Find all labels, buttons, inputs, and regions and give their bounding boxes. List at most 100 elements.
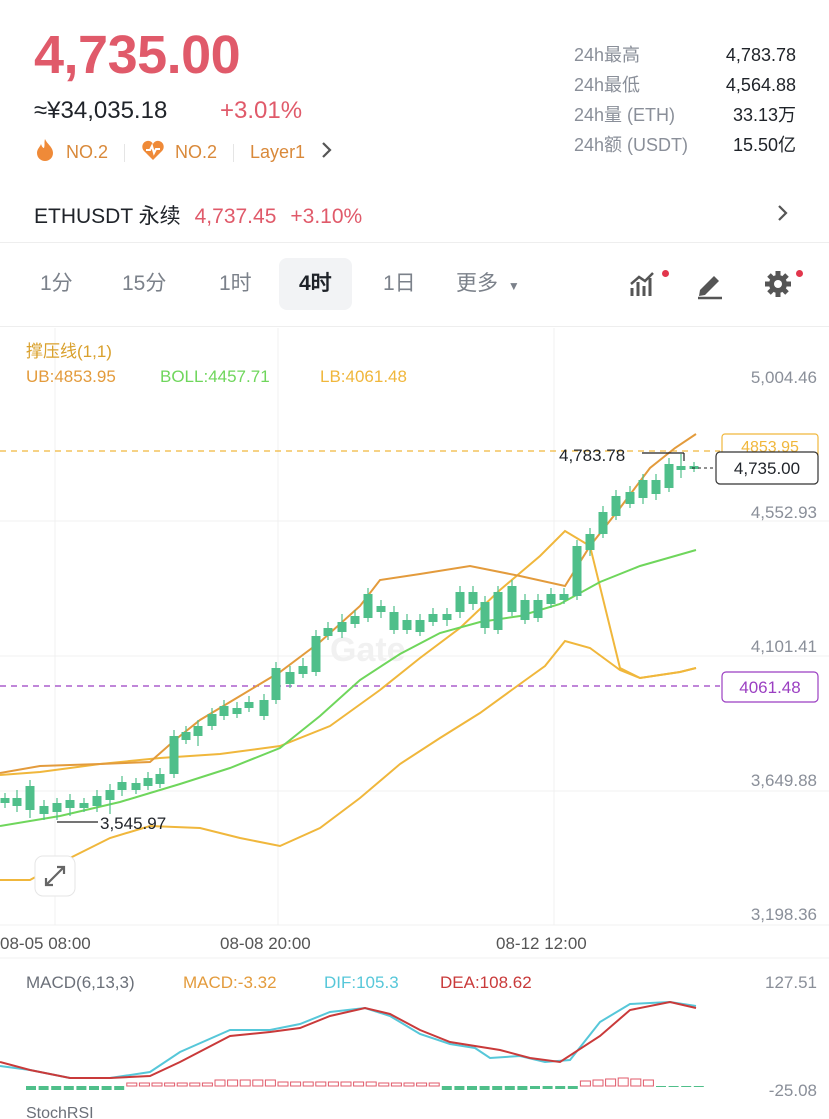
macd-bar <box>264 1079 276 1087</box>
price-axis-label: 3,198.36 <box>751 905 817 924</box>
high-label: 4,783.78 <box>559 446 625 465</box>
candle-body <box>638 480 648 498</box>
kline-chart[interactable]: 撑压线(1,1) UB:4853.95 BOLL:4457.71 LB:4061… <box>0 328 829 1119</box>
timeframe-1d[interactable]: 1日 <box>383 272 416 295</box>
dea-value: DEA:108.62 <box>440 973 532 992</box>
candle-body <box>402 620 412 630</box>
indicator-name: 撑压线(1,1) <box>26 342 112 361</box>
macd-bar <box>101 1086 112 1090</box>
macd-histogram <box>26 1077 704 1090</box>
candle-body <box>428 614 438 622</box>
candle-body <box>219 706 229 716</box>
candle-body <box>507 586 517 612</box>
timeframe-1m[interactable]: 1分 <box>40 272 73 295</box>
indicator-icon[interactable] <box>628 268 669 304</box>
stochrsi-label-partial: StochRSI <box>26 1105 94 1118</box>
timeframe-more[interactable]: 更多 ▼ <box>436 258 520 310</box>
macd-bar <box>365 1081 377 1087</box>
candle-body <box>323 628 333 636</box>
macd-bar <box>479 1086 490 1090</box>
chevron-right-icon[interactable] <box>321 141 333 165</box>
macd-bar <box>555 1086 566 1089</box>
price-axis: 5,004.46 4,552.93 4,101.41 3,649.88 3,19… <box>751 368 817 924</box>
price-axis-label: 4,552.93 <box>751 503 817 522</box>
tag-row[interactable]: NO.2 NO.2 Layer1 <box>34 138 333 167</box>
rank-tag-fav[interactable]: NO.2 <box>141 139 217 166</box>
stat-value: 15.50亿 <box>732 135 796 155</box>
macd-bar <box>605 1078 617 1087</box>
macd-bar <box>315 1081 327 1087</box>
macd-bar <box>579 1080 591 1087</box>
candle-body <box>520 600 530 620</box>
more-label: 更多 <box>456 272 498 295</box>
last-price: 4,735.00 <box>34 25 241 85</box>
candle-body <box>415 620 425 632</box>
grid <box>0 328 829 959</box>
macd-bar <box>454 1086 465 1090</box>
candle-body <box>193 726 203 736</box>
macd-bar <box>189 1082 201 1087</box>
notification-dot <box>796 270 803 277</box>
macd-value: MACD:-3.32 <box>183 973 277 992</box>
dif-value: DIF:105.3 <box>324 973 399 992</box>
candle-body <box>559 594 569 600</box>
lb-line <box>0 529 697 776</box>
heart-icon <box>141 139 165 166</box>
timeframe-1h[interactable]: 1时 <box>219 272 252 295</box>
draw-icon[interactable] <box>694 268 730 304</box>
tag-label: NO.2 <box>66 142 109 162</box>
category-tag[interactable]: Layer1 <box>250 142 305 163</box>
macd-bar <box>227 1079 239 1087</box>
price-axis-label: 3,649.88 <box>751 771 817 790</box>
candle-body <box>244 702 254 708</box>
candle-body <box>480 602 490 628</box>
candle-body <box>39 806 49 814</box>
macd-bar <box>542 1086 553 1089</box>
chevron-right-icon[interactable] <box>777 202 789 228</box>
candle-body <box>625 492 635 504</box>
perpetual-row[interactable]: ETHUSDT 永续 4,737.45 +3.10% <box>34 200 362 230</box>
candle-body <box>611 496 621 516</box>
macd-bar <box>416 1082 428 1087</box>
macd-bar <box>353 1081 365 1087</box>
rank-tag-hot[interactable]: NO.2 <box>34 138 108 167</box>
watermark-logo: Gate <box>330 631 406 669</box>
caret-down-icon: ▼ <box>507 279 520 293</box>
current-price-tag-text: 4,735.00 <box>734 459 800 478</box>
candle-body <box>350 616 360 624</box>
macd-bar <box>126 1082 138 1087</box>
lb-price-tag-text: 4061.48 <box>739 678 800 697</box>
timeframe-15m[interactable]: 15分 <box>122 272 167 295</box>
candle-body <box>651 480 661 494</box>
time-axis-label: 08-12 12:00 <box>496 934 587 953</box>
change-percent: +3.01% <box>220 97 303 124</box>
kline-svg[interactable]: 撑压线(1,1) UB:4853.95 BOLL:4457.71 LB:4061… <box>0 328 829 1119</box>
dea-line <box>0 1000 697 1079</box>
stat-row: 24h最高 4,783.78 <box>574 40 796 70</box>
candle-body <box>363 594 373 618</box>
price-axis-label: 4,101.41 <box>751 637 817 656</box>
low-label: 3,545.97 <box>100 814 166 833</box>
timeframe-4h[interactable]: 4时 <box>279 258 352 310</box>
macd-bar <box>138 1082 150 1087</box>
perpetual-price: 4,737.45 <box>194 205 277 228</box>
candle-body <box>65 800 75 808</box>
macd-bar <box>378 1082 390 1087</box>
stat-row: 24h额 (USDT) 15.50亿 <box>574 130 796 160</box>
macd-bar <box>114 1086 125 1090</box>
candles <box>0 454 699 820</box>
macd-bar <box>693 1086 704 1087</box>
macd-bar <box>51 1086 62 1090</box>
tag-label: Layer1 <box>250 142 306 162</box>
time-axis: 08-05 08:00 08-08 20:00 08-12 12:00 <box>0 934 587 953</box>
candle-body <box>0 798 10 803</box>
price-axis-label: 5,004.46 <box>751 368 817 387</box>
candle-body <box>442 614 452 620</box>
macd-bar <box>340 1081 352 1087</box>
gear-icon[interactable] <box>762 268 803 304</box>
macd-bar <box>592 1079 604 1087</box>
macd-bar <box>38 1086 49 1090</box>
macd-bar <box>63 1086 74 1090</box>
candle-body <box>181 732 191 740</box>
candle-body <box>92 796 102 806</box>
